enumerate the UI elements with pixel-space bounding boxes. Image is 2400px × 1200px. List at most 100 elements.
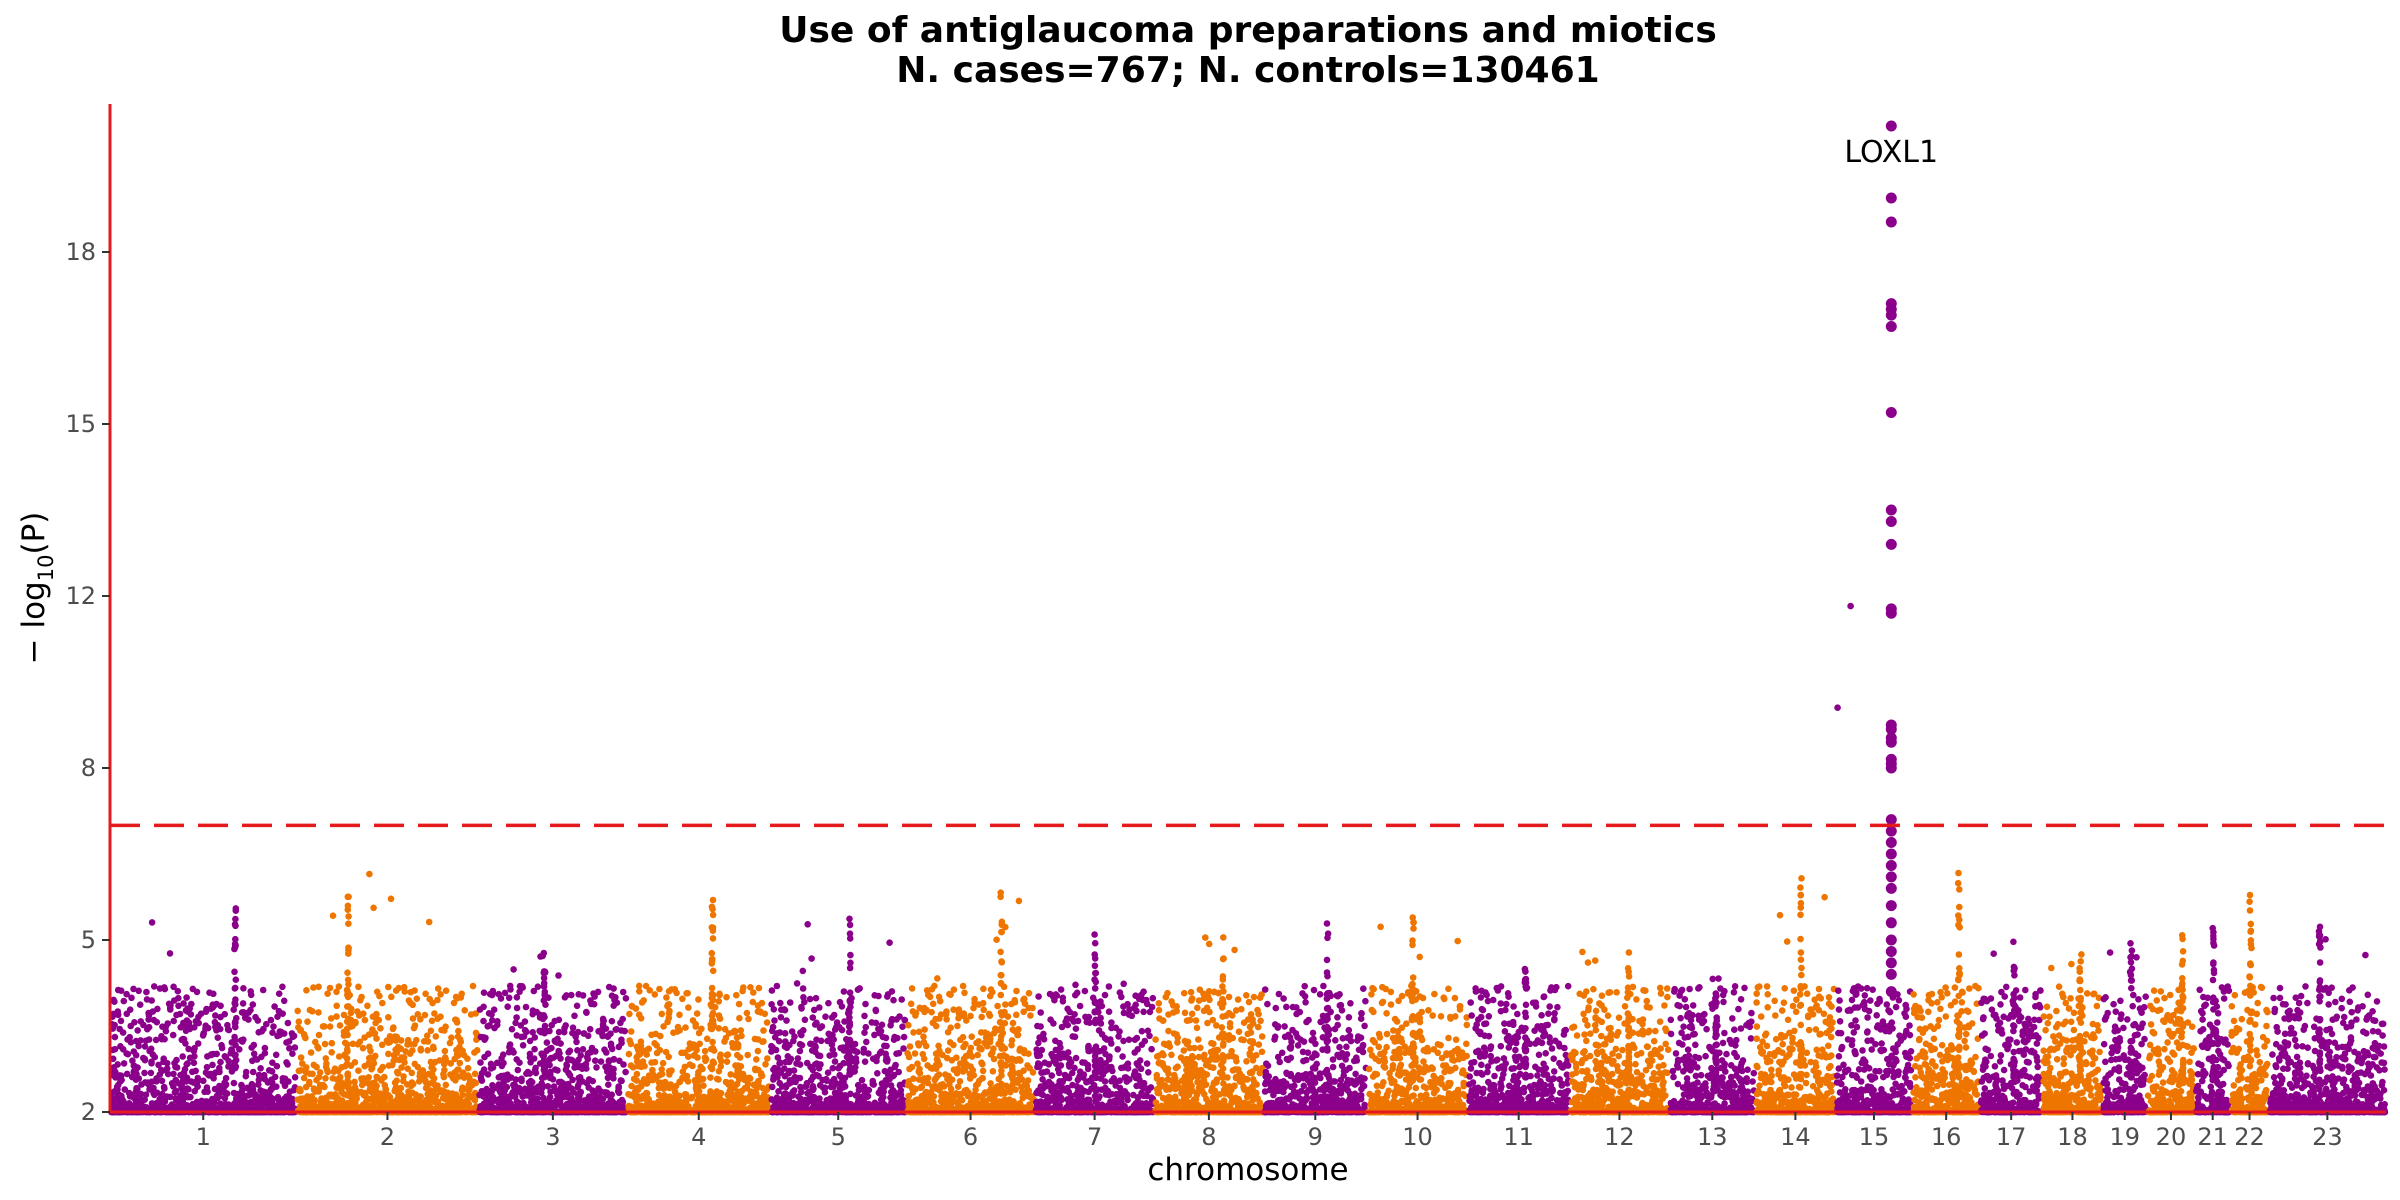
snp-point <box>117 1078 124 1085</box>
snp-point <box>427 1090 435 1097</box>
snp-point <box>413 1036 420 1044</box>
snp-point <box>685 1004 692 1011</box>
snp-point <box>473 1047 481 1054</box>
snp-point <box>679 995 686 1003</box>
snp-point <box>583 1096 590 1104</box>
snp-point <box>254 1081 262 1088</box>
snp-point <box>681 1063 689 1071</box>
snp-point <box>249 1068 257 1076</box>
snp-point <box>252 1013 259 1021</box>
chromosome-2-points <box>294 870 481 1116</box>
snp-point <box>324 990 331 997</box>
snp-point <box>585 1076 593 1083</box>
snp-point <box>358 1081 366 1089</box>
snp-point <box>176 1010 184 1018</box>
snp-point <box>861 1029 868 1036</box>
snp-point <box>290 1032 298 1040</box>
snp-point <box>328 1049 336 1056</box>
snp-point <box>240 985 247 992</box>
snp-point <box>171 1089 179 1096</box>
snp-point <box>696 1099 704 1106</box>
snp-point <box>590 1000 598 1008</box>
snp-point <box>329 912 337 919</box>
snp-point <box>525 1079 533 1086</box>
snp-point <box>881 1042 888 1050</box>
snp-point <box>210 1050 217 1058</box>
snp-point <box>437 1013 444 1020</box>
snp-point <box>250 1089 257 1096</box>
snp-point <box>436 1088 444 1096</box>
snp-point <box>204 1088 211 1095</box>
snp-point <box>152 1036 160 1044</box>
snp-point <box>395 984 403 992</box>
snp-point <box>520 1033 528 1040</box>
snp-point <box>488 1011 495 1018</box>
snp-point <box>565 1056 572 1063</box>
snp-point <box>231 1064 239 1072</box>
snp-point <box>214 1034 222 1041</box>
snp-point <box>164 1070 172 1078</box>
snp-point <box>285 1078 292 1085</box>
snp-point <box>190 1059 198 1067</box>
snp-point <box>232 915 239 923</box>
snp-point <box>344 906 352 913</box>
snp-point <box>120 1060 128 1067</box>
snp-point <box>516 1059 523 1066</box>
snp-point <box>238 1082 246 1090</box>
snp-point <box>648 1059 655 1066</box>
snp-point <box>144 1079 152 1086</box>
snp-point <box>411 1022 419 1029</box>
snp-point <box>471 1070 479 1078</box>
snp-point <box>417 1047 425 1054</box>
snp-point <box>727 1079 735 1086</box>
snp-point <box>143 988 150 996</box>
snp-point <box>294 1007 302 1015</box>
snp-point <box>373 988 381 996</box>
snp-point <box>194 1083 201 1090</box>
snp-point <box>751 1035 759 1043</box>
snp-point <box>541 1067 548 1075</box>
snp-point <box>351 1078 358 1086</box>
snp-point <box>209 1061 216 1069</box>
snp-point <box>360 1010 367 1017</box>
snp-point <box>326 1023 334 1030</box>
snp-point <box>697 1063 704 1071</box>
snp-point <box>659 1059 667 1067</box>
snp-point <box>532 1100 540 1108</box>
snp-point <box>195 1019 202 1027</box>
snp-point <box>666 1007 673 1015</box>
snp-point <box>179 1088 187 1096</box>
snp-point <box>344 1003 351 1010</box>
snp-point <box>599 1025 606 1032</box>
snp-point <box>169 1031 177 1039</box>
snp-point <box>216 1064 223 1072</box>
snp-point <box>379 999 386 1007</box>
snp-point <box>247 991 255 999</box>
snp-point <box>373 1035 380 1042</box>
snp-point <box>385 1014 392 1021</box>
snp-point <box>543 1039 551 1046</box>
snp-point <box>617 1019 624 1027</box>
snp-point <box>431 1010 438 1017</box>
snp-point <box>170 1017 177 1025</box>
snp-point <box>657 1102 664 1109</box>
snp-point <box>709 927 717 934</box>
snp-point <box>133 1070 140 1078</box>
snp-point <box>259 986 267 994</box>
snp-point <box>540 949 548 957</box>
snp-point <box>431 1058 439 1066</box>
snp-point <box>442 987 450 994</box>
snp-point <box>110 1064 118 1071</box>
snp-point <box>114 1086 121 1093</box>
snp-point <box>428 1064 435 1071</box>
snp-point <box>306 1070 314 1077</box>
snp-point <box>367 1047 374 1055</box>
snp-point <box>160 1058 167 1066</box>
snp-point <box>413 995 421 1002</box>
snp-point <box>373 1073 381 1081</box>
snp-point <box>596 1094 604 1101</box>
snp-point <box>480 1003 487 1011</box>
snp-point <box>786 1067 793 1075</box>
snp-point <box>886 939 893 946</box>
snp-point <box>605 1081 612 1088</box>
